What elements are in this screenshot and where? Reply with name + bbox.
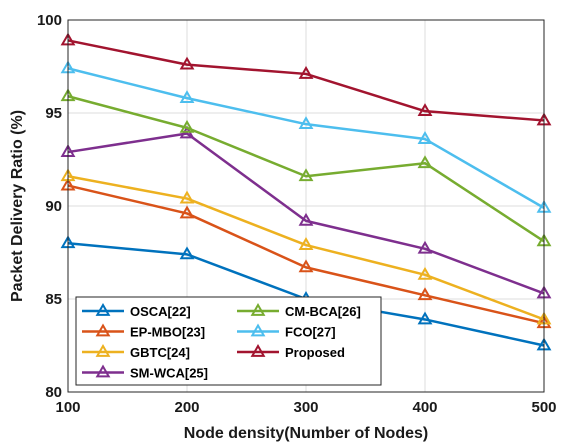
data-point: [417, 287, 433, 301]
series-line: [67, 184, 545, 325]
data-point: [179, 90, 195, 104]
data-point: [417, 266, 433, 280]
x-tick-label: 500: [531, 399, 556, 416]
y-tick-label: 95: [45, 105, 62, 122]
data-point: [298, 237, 314, 250]
data-point: [179, 56, 195, 70]
legend-item: OSCA[22]: [82, 302, 191, 319]
legend-marker: [250, 323, 266, 337]
legend-label: CM-BCA[26]: [285, 304, 361, 319]
y-tick-label: 80: [45, 384, 62, 401]
legend-marker: [95, 302, 111, 316]
legend-item: EP-MBO[23]: [82, 323, 205, 340]
legend-item: CM-BCA[26]: [237, 302, 361, 319]
legend: OSCA[22] EP-MBO[23] GBTC[24] SM-WCA[25] CM-B…: [75, 296, 382, 386]
y-axis-label: Packet Delivery Ratio (%): [9, 110, 26, 302]
plot-area-border: [67, 19, 545, 393]
data-point: [179, 190, 195, 204]
legend-item: FCO[27]: [237, 323, 336, 340]
legend-marker: [95, 323, 111, 337]
data-point: [179, 246, 195, 260]
legend-label: OSCA[22]: [130, 304, 191, 319]
series-line: [67, 39, 545, 122]
y-tick-label: 100: [37, 12, 62, 29]
data-point: [417, 103, 433, 117]
legend-label: Proposed: [285, 345, 345, 360]
x-tick-label: 200: [174, 399, 199, 416]
legend-item: GBTC[24]: [82, 343, 190, 360]
data-point: [298, 65, 314, 79]
x-tick-label: 400: [412, 399, 437, 416]
series-line: [67, 132, 545, 295]
y-tick-label: 85: [45, 291, 62, 308]
legend-marker: [250, 302, 266, 316]
data-point: [417, 311, 433, 325]
data-point: [298, 168, 314, 182]
legend-label: GBTC[24]: [130, 345, 190, 360]
legend-item: Proposed: [237, 343, 345, 360]
data-point: [179, 119, 195, 133]
legend-item: SM-WCA[25]: [82, 364, 208, 381]
legend-label: SM-WCA[25]: [130, 366, 208, 381]
x-tick-label: 300: [293, 399, 318, 416]
data-point: [298, 212, 314, 226]
legend-box: [75, 296, 382, 386]
data-point: [298, 259, 314, 273]
legend-label: EP-MBO[23]: [130, 325, 205, 340]
legend-marker: [250, 343, 266, 357]
y-tick-label: 90: [45, 198, 62, 215]
series-line: [67, 95, 545, 243]
series-line: [67, 67, 545, 209]
data-point: [179, 205, 195, 219]
data-point: [298, 116, 314, 130]
x-tick-label: 100: [55, 399, 80, 416]
data-point: [417, 131, 433, 144]
legend-marker: [95, 364, 111, 378]
x-axis-label: Node density(Number of Nodes): [184, 425, 428, 442]
series-cm-bca-26: [60, 88, 552, 247]
legend-marker: [95, 343, 111, 357]
data-point: [417, 240, 433, 254]
legend-label: FCO[27]: [285, 325, 336, 340]
axis-ticks: 100 200 300 400 500 80 85 90 95 100: [37, 12, 557, 416]
series-line: [67, 175, 545, 321]
data-point: [417, 155, 433, 169]
